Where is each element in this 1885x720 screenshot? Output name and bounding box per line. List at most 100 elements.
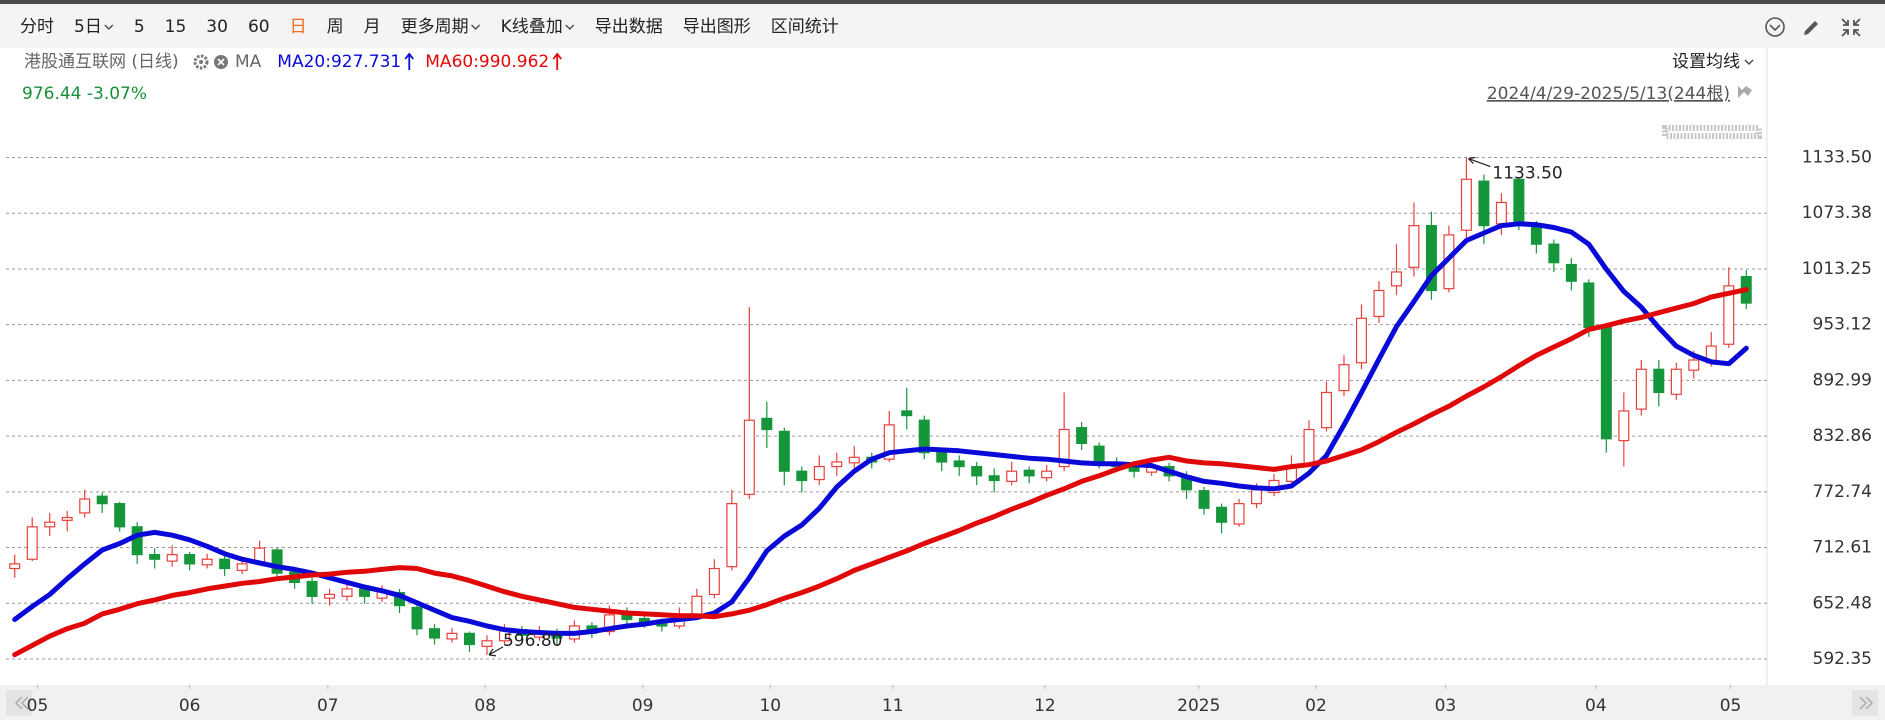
date-range[interactable]: 2024/4/29-2025/5/13(244根) [1487,84,1730,104]
candle-body [26,526,38,560]
candle-body [936,452,948,463]
candle-body [691,595,703,616]
toolbar-item[interactable]: 5日 [74,17,102,37]
toolbar-item[interactable]: 15 [165,17,187,37]
candle-body [1635,368,1647,410]
quote: 976.44 -3.07% [22,84,147,104]
scroll-left[interactable] [6,690,32,716]
toolbar-item[interactable]: 月 [364,17,381,37]
settings-icon[interactable] [193,54,209,70]
candle-body [114,503,126,528]
dropdown-caret[interactable] [565,24,575,30]
candle-body [918,419,930,454]
x-tick-label: 07 [317,696,339,716]
candle-body [1478,180,1490,227]
candle-body [778,430,790,472]
y-tick-label: 1133.50 [1802,148,1872,168]
dropdown-caret[interactable] [104,24,114,30]
candle-body [481,640,493,647]
candle-body [1023,469,1035,477]
candle-body [1093,445,1105,463]
candle-body [831,461,843,468]
max-arrow [1467,156,1491,168]
candle-body [149,554,161,560]
candle-body [271,549,283,574]
candle-body [1723,285,1735,345]
fullscreen-icon[interactable] [1841,18,1861,37]
candle-body [1408,225,1420,268]
y-tick-label: 953.12 [1813,315,1872,335]
candle-body [446,632,458,640]
toolbar-item[interactable]: 30 [206,17,228,37]
candle-body [79,498,91,514]
y-tick-label: 1073.38 [1802,203,1872,223]
candle-body [813,465,825,481]
max-label: 1133.50 [1492,164,1562,184]
toolbar-item[interactable]: 60 [248,17,270,37]
candle-body [988,475,1000,482]
candle-body [96,495,108,505]
candle-body [1251,489,1263,505]
toolbar-item[interactable]: 区间统计 [771,17,839,37]
candle-body [306,580,318,597]
candle-body [1373,289,1385,318]
legend-entry: MA20:927.731 [277,52,401,72]
candle-body [1530,225,1542,245]
x-axis-band [0,685,1885,720]
candle-body [324,593,336,599]
candle-body [1688,359,1700,371]
candle-body [1390,271,1402,287]
zoom-handle[interactable] [1662,125,1762,139]
candle-body [1513,178,1525,227]
min-arrow [488,646,504,657]
candle-body [219,558,231,570]
candle-body [953,460,965,468]
candle-body [429,628,441,639]
dropdown-caret[interactable] [471,24,481,30]
toolbar-item[interactable]: 分时 [20,17,54,37]
close-ma-icon[interactable] [214,55,228,69]
candle-body [1041,470,1053,479]
scroll-right[interactable] [1852,690,1878,716]
candle-body [761,417,773,431]
y-tick-label: 772.74 [1813,482,1872,502]
candle-body [1058,428,1070,468]
toolbar-item[interactable]: K线叠加 [501,17,563,37]
x-tick-label: 03 [1435,696,1457,716]
min-label: 596.80 [503,631,562,651]
candle-body [848,456,860,464]
x-tick-label: 05 [27,696,49,716]
collapse-icon[interactable] [1765,17,1785,37]
pin-icon[interactable] [1738,86,1752,98]
draw-icon[interactable] [1804,21,1818,35]
toolbar-item[interactable]: 周 [327,17,344,37]
candle-body [9,563,21,570]
toolbar-item[interactable]: 导出数据 [595,17,663,37]
candle-body [1425,225,1437,292]
candle-body [708,567,720,596]
candle-body [44,521,56,528]
stock-title: 港股通互联网 (日线) [24,52,179,72]
x-tick-label: 05 [1720,696,1742,716]
candle-body [1320,391,1332,429]
ma-line [12,287,1749,658]
candle-body [236,563,248,571]
toolbar [0,4,1885,48]
toolbar-item[interactable]: 日 [290,17,307,37]
set-ma-button[interactable]: 设置均线 [1672,52,1740,72]
candle-body [883,424,895,460]
legend-entry: MA60:990.962 [425,52,549,72]
x-tick-label: 09 [632,696,654,716]
trend-arrow [552,52,562,70]
ma-label: MA [235,52,262,72]
candle-body [1670,368,1682,395]
toolbar-item[interactable]: 5 [134,17,145,37]
toolbar-item[interactable]: 导出图形 [683,17,751,37]
candle-body [1198,490,1210,509]
set-ma-caret[interactable] [1744,59,1754,65]
candle-body [1303,428,1315,466]
candle-body [1076,427,1088,445]
candle-body [1565,263,1577,282]
toolbar-item[interactable]: 更多周期 [401,17,469,37]
x-tick-label: 08 [474,696,496,716]
